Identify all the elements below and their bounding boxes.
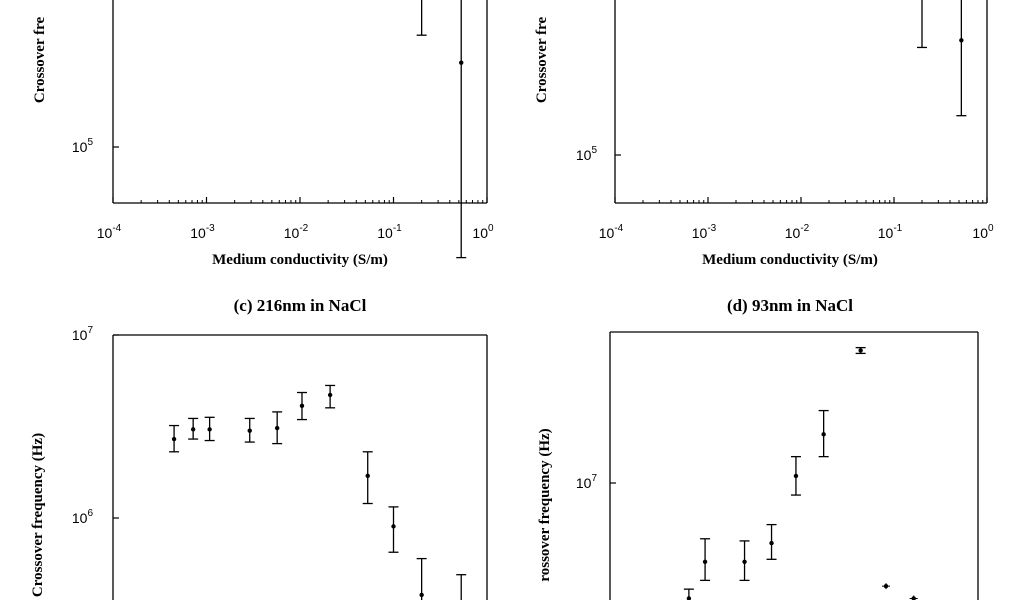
- data-point-group: [272, 411, 283, 445]
- y-tick-label: 105: [72, 137, 94, 155]
- y-axis-label: Crossover fre: [32, 17, 48, 104]
- x-tick-label: 10-2: [785, 223, 810, 241]
- data-point: [769, 540, 774, 546]
- data-point-group: [296, 391, 307, 421]
- data-point-group: [916, 0, 927, 49]
- data-point-group: [325, 384, 336, 409]
- panel-a: 10-4 10-3 10-2 10-1 100 105 Crossover fre Mediu…: [32, 0, 494, 268]
- data-point-group: [855, 346, 866, 355]
- data-point-group: [188, 417, 199, 440]
- data-point: [959, 38, 964, 43]
- x-tick-label: 10-3: [692, 223, 717, 241]
- data-point: [299, 403, 305, 409]
- data-point: [190, 427, 196, 432]
- data-point-group: [818, 409, 829, 458]
- data-point: [391, 524, 396, 529]
- data-point: [274, 425, 280, 431]
- data-point-group: [956, 0, 967, 117]
- x-tick-label: 100: [972, 223, 994, 241]
- x-tick-label: 10-1: [878, 223, 903, 241]
- y-tick-label: 107: [72, 325, 94, 343]
- panel-c: 107 106 Crossover frequency (Hz) (c) 216nm …: [30, 296, 488, 600]
- data-point-group: [416, 0, 427, 36]
- panel-d: 107 rossover frequency (Hz) (d) 93nm in Na…: [537, 296, 979, 600]
- y-axis-label: Crossover frequency (Hz): [30, 433, 46, 597]
- data-point-group: [882, 583, 890, 590]
- data-point: [742, 559, 747, 564]
- x-tick-label: 10-4: [97, 223, 122, 241]
- data-point: [247, 428, 252, 433]
- x-tick-label: 10-4: [599, 223, 624, 241]
- x-tick-label: 10-1: [377, 223, 402, 241]
- data-point-group: [456, 0, 467, 259]
- data-point-group: [909, 595, 918, 600]
- data-point-group: [204, 416, 215, 442]
- x-axis-label: Medium conductivity (S/m): [702, 252, 878, 268]
- y-tick-label: 105: [576, 145, 598, 163]
- data-point-group: [388, 506, 399, 553]
- x-tick-label: 10-2: [284, 223, 309, 241]
- y-tick-label: 107: [576, 473, 598, 491]
- data-point-group: [244, 417, 255, 443]
- data-point-group: [790, 455, 801, 496]
- x-axis-label: Medium conductivity (S/m): [212, 252, 388, 268]
- data-point: [793, 473, 799, 479]
- data-point: [686, 596, 692, 600]
- y-axis-label: rossover frequency (Hz): [537, 428, 553, 581]
- panel-title: (c) 216nm in NaCl: [234, 296, 367, 315]
- data-point-group: [169, 424, 180, 453]
- data-point: [459, 60, 464, 65]
- y-tick-label: 106: [72, 508, 94, 526]
- data-point-group: [362, 451, 373, 505]
- data-point-group: [416, 557, 427, 600]
- data-point: [858, 348, 863, 353]
- data-point-group: [683, 588, 694, 600]
- data-point: [207, 427, 212, 432]
- data-point: [419, 592, 424, 598]
- data-point-group: [739, 540, 750, 582]
- panel-title: (d) 93nm in NaCl: [727, 296, 853, 315]
- data-point-group: [456, 574, 467, 600]
- y-axis-label: Crossover fre: [534, 17, 550, 104]
- x-tick-label: 100: [472, 223, 494, 241]
- data-point: [365, 473, 370, 479]
- data-point: [702, 559, 708, 564]
- data-point: [821, 432, 826, 437]
- data-point-group: [766, 523, 777, 560]
- data-point-group: [700, 538, 711, 582]
- data-point: [171, 436, 177, 442]
- data-point: [327, 392, 333, 398]
- panel-b: 10-4 10-3 10-2 10-1 100 105 Crossover fre Mediu…: [534, 0, 994, 268]
- x-tick-label: 10-3: [190, 223, 215, 241]
